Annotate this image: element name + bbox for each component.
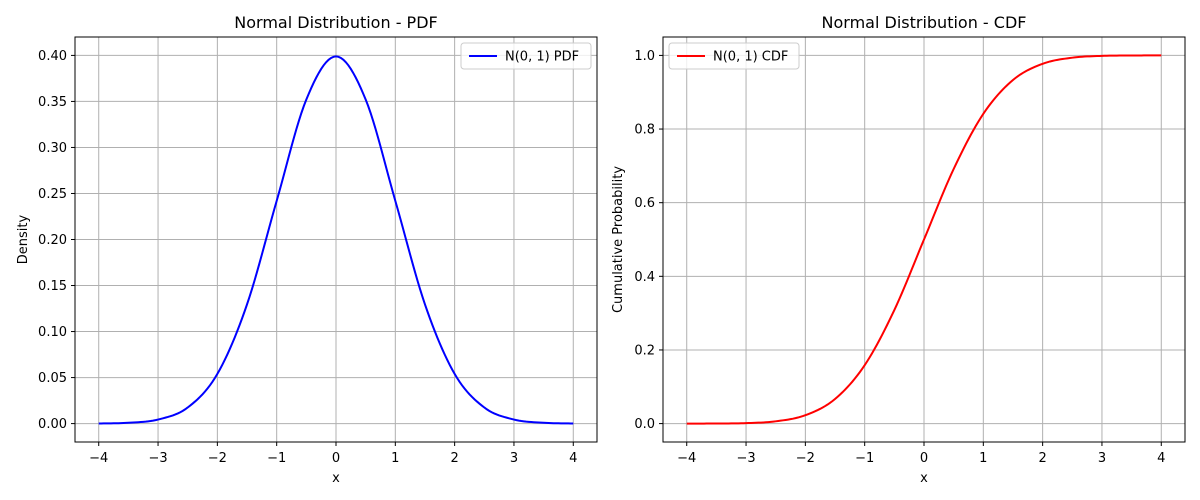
x-tick-label: 1: [979, 451, 987, 466]
x-tick-label: 0: [332, 451, 340, 466]
chart-title: Normal Distribution - PDF: [234, 13, 437, 32]
y-tick-label: 0.30: [38, 141, 67, 156]
y-ticks: 0.0 0.2 0.4 0.6 0.8 1.0: [634, 49, 663, 432]
series-line: [98, 55, 574, 425]
y-tick-label: 1.0: [634, 49, 655, 64]
x-tick-label: −3: [148, 451, 167, 466]
x-tick-label: −2: [208, 451, 227, 466]
legend-box: [668, 42, 800, 70]
y-tick-label: 0.15: [38, 279, 67, 294]
x-tick-label: 2: [450, 451, 458, 466]
x-tick-label: −2: [796, 451, 815, 466]
axes-frame: [662, 36, 1186, 443]
chart-title: Normal Distribution - CDF: [822, 13, 1027, 32]
cdf-chart-panel: Normal Distribution - CDF x Cumulative P…: [611, 13, 1186, 486]
y-tick-label: 0.8: [634, 123, 655, 138]
x-tick-label: 4: [569, 451, 577, 466]
x-ticks: −4 −3 −2 −1 0 1 2 3 4: [89, 442, 577, 466]
y-tick-label: 0.6: [634, 196, 655, 211]
x-tick-label: 0: [920, 451, 928, 466]
x-tick-label: −1: [855, 451, 874, 466]
legend-label: N(0, 1) CDF: [713, 50, 788, 65]
y-axis-label: Density: [16, 214, 31, 264]
x-axis-label: x: [332, 471, 340, 486]
pdf-chart-panel: Normal Distribution - PDF x Density −4 −3…: [16, 13, 598, 486]
x-tick-label: −4: [89, 451, 108, 466]
y-axis-label: Cumulative Probability: [611, 166, 626, 313]
y-tick-label: 0.35: [38, 95, 67, 110]
legend-label: N(0, 1) PDF: [505, 50, 579, 65]
y-tick-label: 0.05: [38, 371, 67, 386]
y-ticks: 0.00 0.05 0.10 0.15 0.20 0.25 0.30 0.35 0.40: [38, 49, 75, 432]
x-tick-label: 1: [391, 451, 399, 466]
axes-frame: [74, 36, 598, 443]
series-group: [98, 55, 574, 425]
x-ticks: −4 −3 −2 −1 0 1 2 3 4: [677, 442, 1165, 466]
x-tick-label: 3: [510, 451, 518, 466]
y-tick-label: 0.0: [634, 417, 655, 432]
x-tick-label: −4: [677, 451, 696, 466]
series-group: [686, 54, 1162, 425]
x-tick-label: −1: [267, 451, 286, 466]
legend: N(0, 1) CDF: [668, 42, 800, 70]
legend: N(0, 1) PDF: [460, 42, 592, 70]
x-tick-label: 3: [1098, 451, 1106, 466]
legend-box: [460, 42, 592, 70]
y-tick-label: 0.20: [38, 233, 67, 248]
y-tick-label: 0.40: [38, 49, 67, 64]
x-tick-label: 2: [1038, 451, 1046, 466]
x-tick-label: −3: [736, 451, 755, 466]
x-axis-label: x: [920, 471, 928, 486]
y-tick-label: 0.10: [38, 325, 67, 340]
x-tick-label: 4: [1157, 451, 1165, 466]
y-tick-label: 0.00: [38, 417, 67, 432]
series-line: [686, 54, 1162, 425]
y-tick-label: 0.25: [38, 187, 67, 202]
y-tick-label: 0.4: [634, 270, 655, 285]
y-tick-label: 0.2: [634, 343, 655, 358]
grid: [75, 37, 597, 442]
